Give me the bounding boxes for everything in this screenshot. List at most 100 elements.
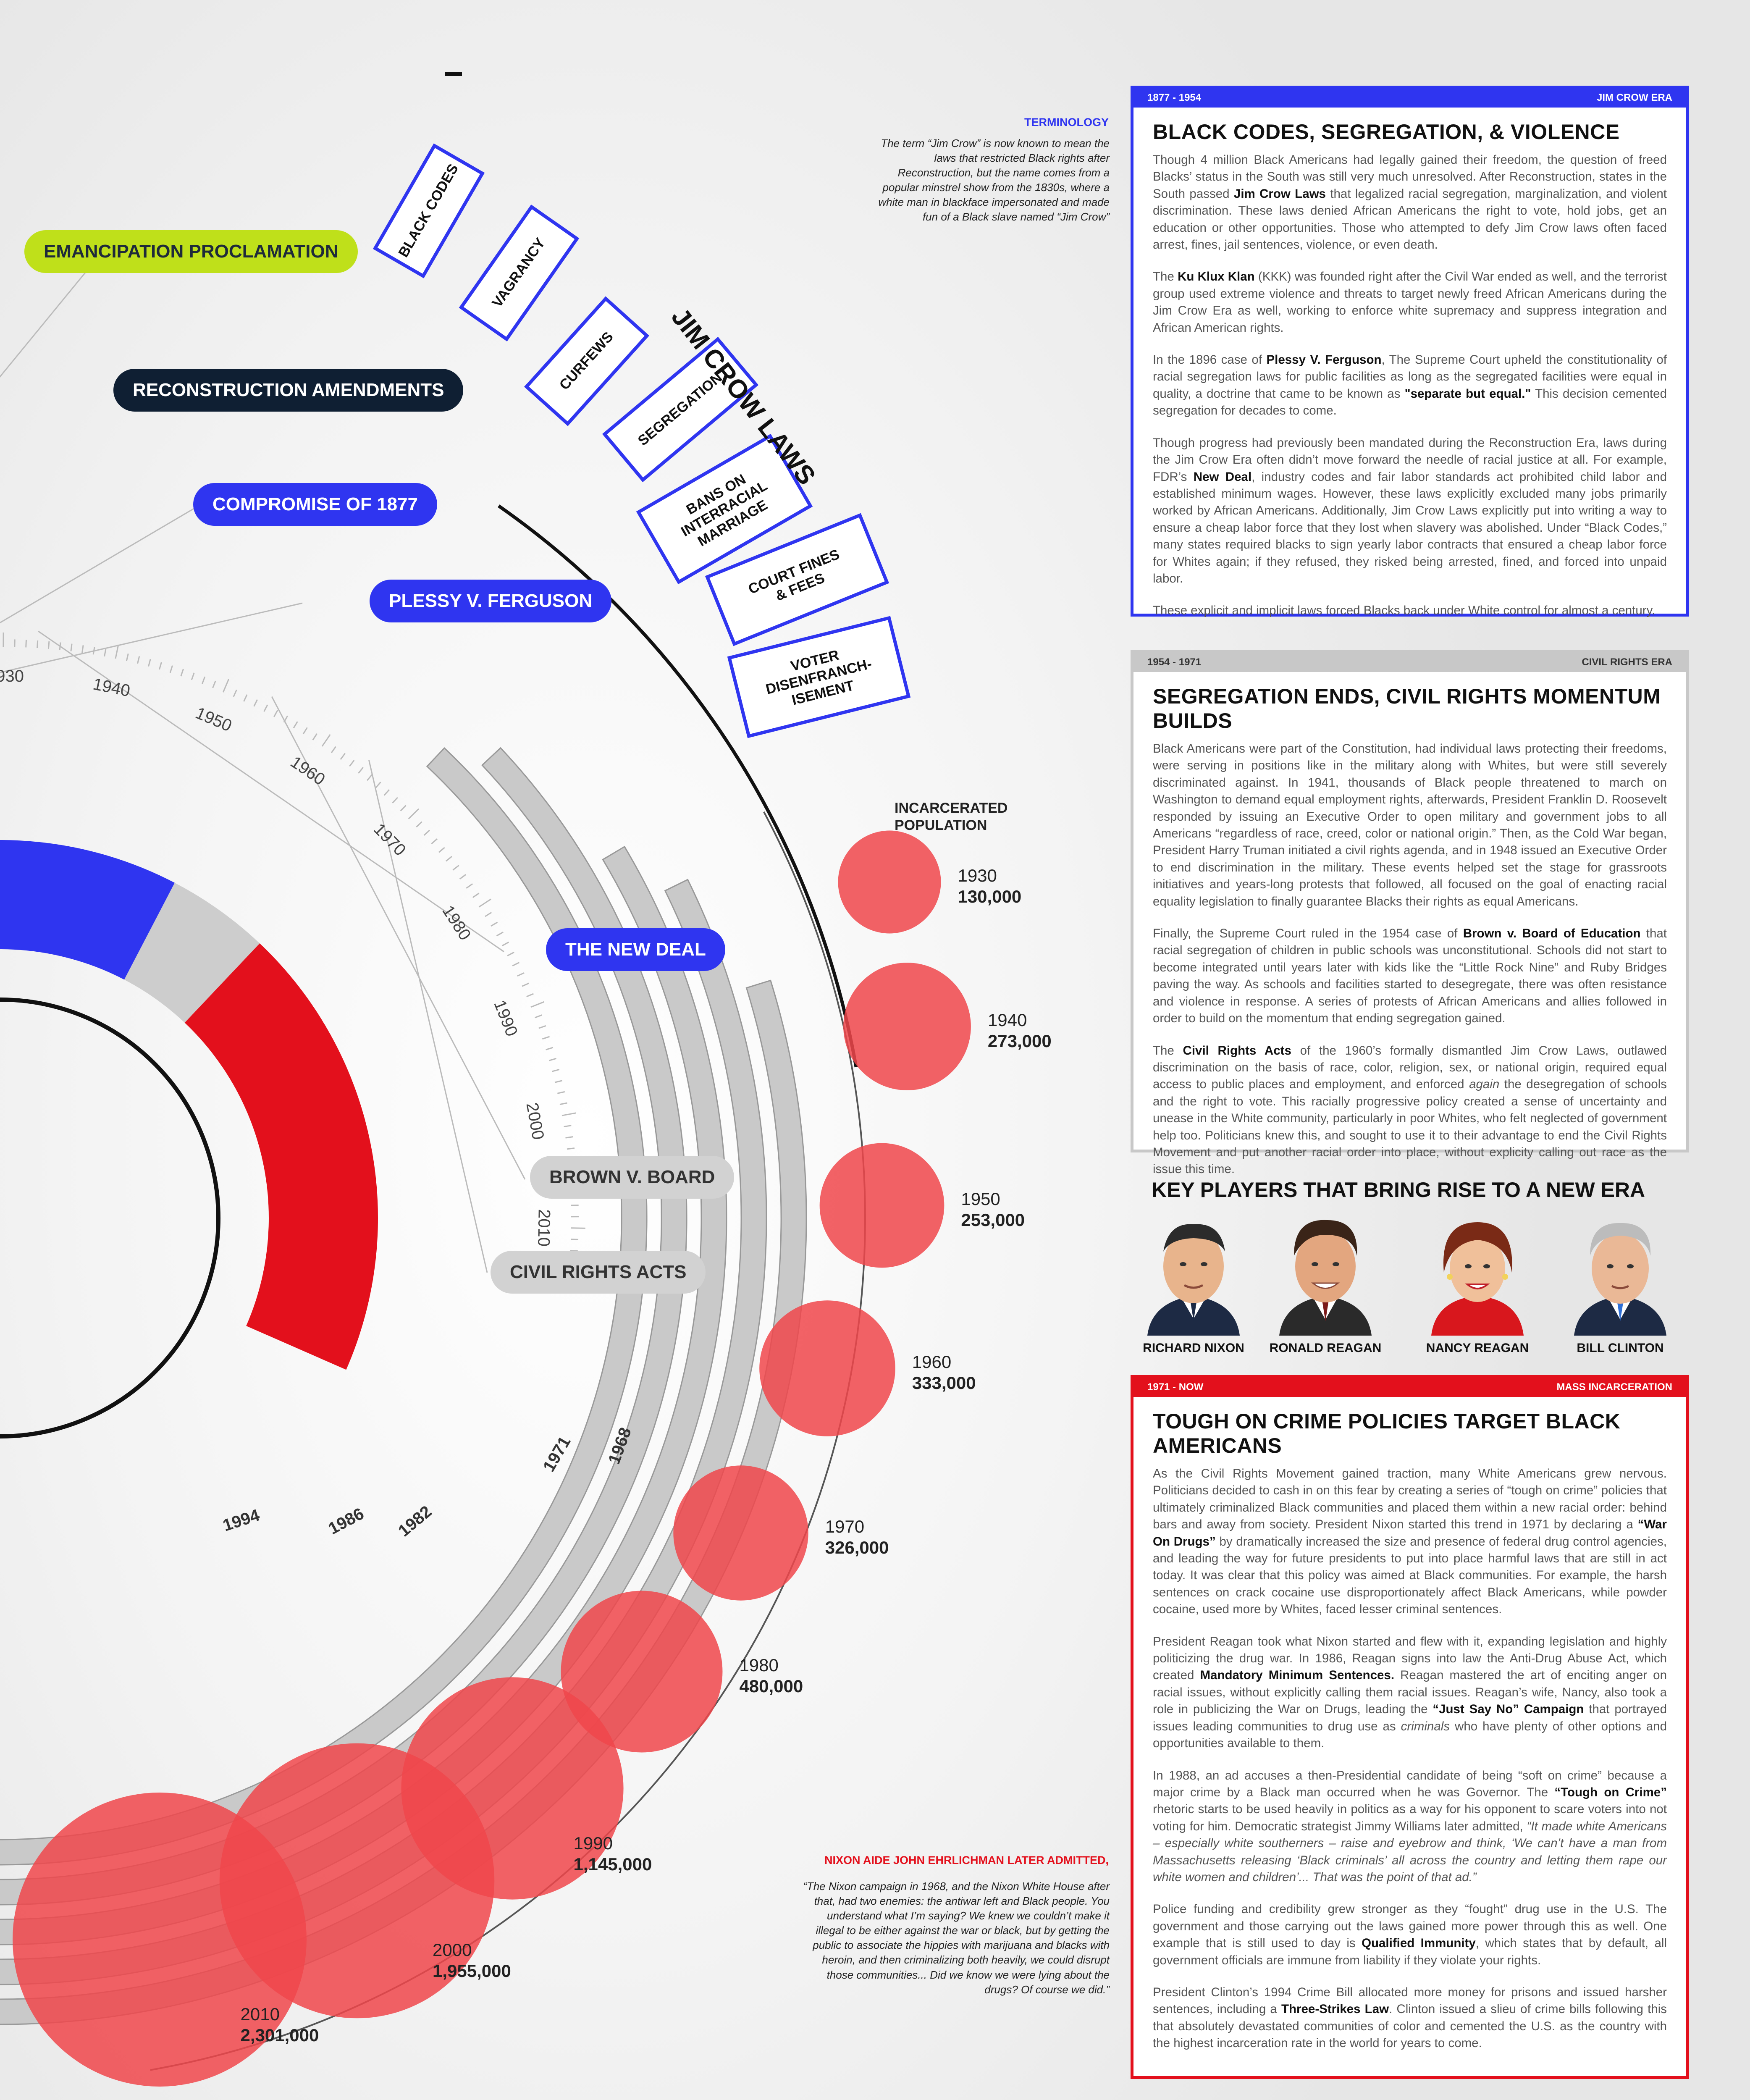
- tick-mark: [485, 912, 492, 917]
- milestone-plessy: PLESSY V. FERGUSON: [370, 580, 612, 622]
- bubble-year: 1960: [912, 1352, 952, 1372]
- bubble-label: 1980 480,000: [739, 1655, 803, 1697]
- bubble-value: 253,000: [961, 1210, 1025, 1230]
- bubble-label: 1990 1,145,000: [574, 1833, 652, 1875]
- tick-mark: [496, 932, 504, 937]
- tick-mark: [331, 746, 336, 753]
- milestone-connector: [0, 506, 198, 624]
- tick-mark: [561, 1112, 576, 1116]
- bubble-label: 2010 2,301,000: [241, 2004, 319, 2046]
- panel-1-bar: 1877 - 1954 JIM CROW ERA: [1133, 88, 1687, 108]
- tick-mark: [312, 733, 317, 740]
- bubble-year: 1970: [825, 1517, 865, 1536]
- milestone-brown-board: BROWN V. BOARD: [530, 1156, 735, 1199]
- tick-mark: [375, 782, 381, 788]
- tick-mark: [423, 830, 430, 836]
- key-players-title: KEY PLAYERS THAT BRING RISE TO A NEW ERA: [1152, 1178, 1645, 1202]
- tick-mark: [530, 1001, 545, 1008]
- bubble-label: 1930 130,000: [958, 865, 1021, 908]
- panel-civil-rights-era: 1954 - 1971 CIVIL RIGHTS ERA SEGREGATION…: [1131, 650, 1689, 1176]
- panel-1-body: Though 4 million Black Americans had leg…: [1153, 152, 1667, 620]
- panel-3-para: President Clinton’s 1994 Crime Bill allo…: [1153, 1985, 1667, 2050]
- tick-mark: [243, 694, 248, 702]
- milestone-connector: [368, 760, 488, 1273]
- tick-mark: [302, 727, 308, 735]
- panel-mass-incarceration: 1971 - NOW MASS INCARCERATION TOUGH ON C…: [1131, 1375, 1689, 2079]
- incarceration-bubble: [673, 1465, 808, 1601]
- panel-2-para: The Civil Rights Acts of the 1960’s form…: [1153, 1043, 1667, 1176]
- tick-mark: [37, 640, 39, 648]
- era-ring: [0, 840, 378, 1438]
- era-segment: [124, 882, 260, 1023]
- terminology-text: The term “Jim Crow” is now known to mean…: [878, 137, 1110, 223]
- tick-mark: [478, 898, 491, 908]
- milestone-civil-rights-acts: CIVIL RIGHTS ACTS: [491, 1251, 706, 1294]
- tick-mark: [367, 774, 373, 781]
- tick-mark: [542, 1036, 550, 1040]
- tick-mark: [180, 669, 184, 677]
- tick-mark: [565, 1136, 573, 1139]
- panel-2-title: SEGREGATION ENDS, CIVIL RIGHTS MOMENTUM …: [1153, 685, 1661, 732]
- panel-1-range: 1877 - 1954: [1147, 92, 1202, 103]
- incarceration-bubbles: [13, 830, 971, 2087]
- inner-circle: [0, 998, 220, 1438]
- tick-mark: [233, 689, 237, 697]
- tick-mark: [507, 951, 514, 956]
- era-segment: [184, 943, 378, 1370]
- bubble-label: 1950 253,000: [961, 1189, 1025, 1231]
- nancy-reagan-portrait-icon: [1431, 1222, 1524, 1336]
- incarcerated-title: INCARCERATED POPULATION: [895, 800, 1008, 833]
- tick-mark: [137, 656, 140, 664]
- tick-mark: [445, 856, 452, 862]
- player-ronald-reagan: RONALD REAGAN: [1254, 1210, 1397, 1355]
- tick-mark: [535, 1014, 542, 1018]
- jim-crow-bracket: [498, 504, 858, 1068]
- tick-mark: [567, 1147, 575, 1150]
- milestone-new-deal: THE NEW DEAL: [546, 928, 725, 971]
- bubble-value: 326,000: [825, 1538, 889, 1558]
- tick-mark: [191, 672, 195, 680]
- panel-3-bar: 1971 - NOW MASS INCARCERATION: [1133, 1378, 1687, 1397]
- tick-mark: [273, 710, 278, 717]
- panel-1-para: In the 1896 case of Plessy V. Ferguson, …: [1153, 353, 1667, 418]
- tick-mark: [554, 1080, 562, 1083]
- bubble-year: 1930: [958, 866, 997, 885]
- panel-1-era: JIM CROW ERA: [1597, 92, 1672, 103]
- panel-2-body: Black Americans were part of the Constit…: [1153, 740, 1667, 1178]
- tick-mark: [526, 993, 534, 998]
- panel-3-title: TOUGH ON CRIME POLICIES TARGET BLACK AME…: [1153, 1410, 1621, 1457]
- bubble-value: 1,955,000: [433, 1961, 511, 1981]
- bubble-year: 1950: [961, 1189, 1000, 1209]
- tick-mark: [501, 941, 509, 947]
- tick-mark: [126, 653, 129, 662]
- bubble-value: 2,301,000: [240, 2025, 319, 2045]
- panel-3-era: MASS INCARCERATION: [1556, 1381, 1672, 1393]
- milestone-emancipation: EMANCIPATION PROCLAMATION: [24, 230, 358, 273]
- tick-mark: [472, 892, 480, 898]
- tick-mark: [392, 797, 398, 803]
- player-name: RONALD REAGAN: [1269, 1341, 1382, 1355]
- tick-mark: [512, 962, 520, 966]
- tick-mark: [358, 767, 364, 774]
- tick-mark: [70, 643, 73, 651]
- bubble-value: 333,000: [912, 1373, 976, 1393]
- tick-mark: [148, 659, 151, 667]
- tick-mark: [212, 680, 216, 688]
- bubble-value: 130,000: [958, 887, 1022, 907]
- player-bill-clinton: BILL CLINTON: [1549, 1210, 1692, 1355]
- bubble-label: 2000 1,955,000: [433, 1940, 511, 1982]
- player-name: RICHARD NIXON: [1143, 1341, 1244, 1355]
- tick-mark: [223, 679, 230, 693]
- milestone-connector: [271, 696, 526, 1180]
- ronald-reagan-portrait-icon: [1279, 1220, 1372, 1336]
- tick-mark: [169, 665, 173, 673]
- incarceration-bubble: [13, 1793, 307, 2087]
- bubble-label: 1970 326,000: [825, 1516, 889, 1559]
- bubble-year: 1980: [739, 1655, 779, 1675]
- timeline-year-label: 1930: [0, 667, 24, 686]
- tick-mark: [349, 760, 355, 767]
- bubble-value: 273,000: [987, 1031, 1052, 1051]
- tick-mark: [557, 1091, 565, 1094]
- tick-mark: [459, 874, 467, 880]
